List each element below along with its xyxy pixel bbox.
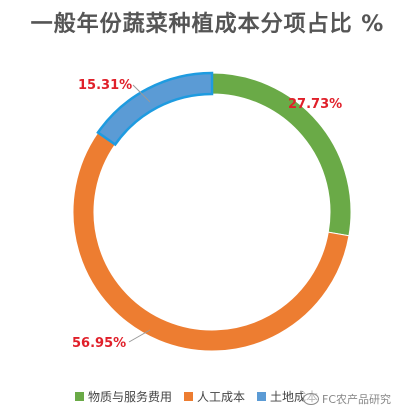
donut-slice-land <box>96 71 214 147</box>
watermark: FC农产品研究 <box>303 391 392 407</box>
legend: 物质与服务费用 人工成本 土地成本 <box>75 388 330 405</box>
data-label-material: 27.73% <box>288 97 342 112</box>
data-label-land: 15.31% <box>78 78 132 93</box>
legend-label-material: 物质与服务费用 <box>88 390 173 404</box>
data-label-labor: 56.95% <box>72 336 126 351</box>
legend-swatch-land <box>257 392 267 401</box>
donut-slice-labor <box>72 131 350 352</box>
legend-item-material: 物质与服务费用 <box>75 388 172 405</box>
legend-item-labor: 人工成本 <box>184 388 245 405</box>
leader-line-land <box>132 84 151 103</box>
watermark-text: FC农产品研究 <box>322 393 392 406</box>
legend-swatch-labor <box>184 392 194 401</box>
watermark-icon <box>303 393 319 405</box>
legend-label-labor: 人工成本 <box>197 390 246 404</box>
leader-line-labor <box>128 329 151 343</box>
chart-title: 一般年份蔬菜种植成本分项占比 % <box>30 12 385 37</box>
legend-swatch-material <box>75 392 84 401</box>
